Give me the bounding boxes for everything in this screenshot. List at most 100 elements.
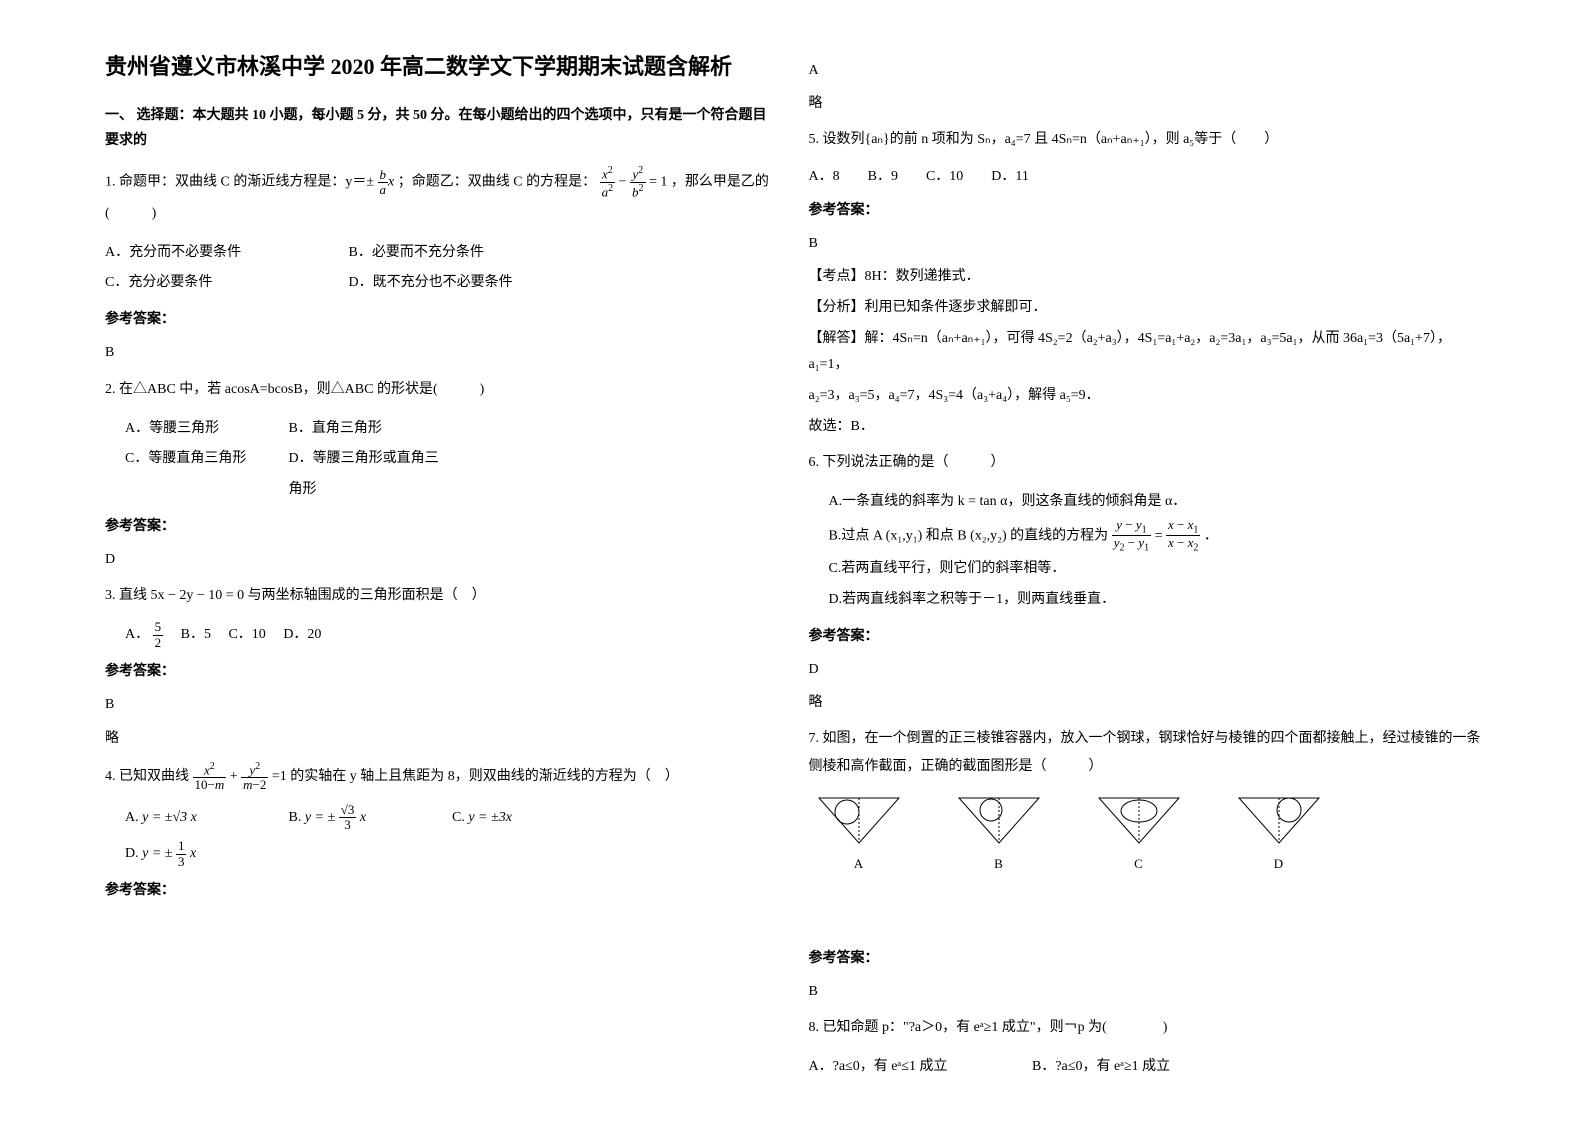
q4-optA: A. y = ±√3 x: [125, 803, 285, 834]
q5-solution2: a₂=3，a₃=5，a₄=7，4S₃=4（a₃+a₄），解得 a₅=9．: [809, 383, 1483, 408]
q6-optD: D.若两直线斜率之积等于－1，则两直线垂直．: [829, 585, 1483, 616]
q7-answer-label: 参考答案：: [809, 946, 1483, 971]
question-5: 5. 设数列{aₙ}的前 n 项和为 Sₙ，a₄=7 且 4Sₙ=n（aₙ+aₙ…: [809, 126, 1483, 154]
frac-y2-b2: y2b2: [630, 165, 646, 199]
question-2: 2. 在△ABC 中，若 acosA=bcosB，则△ABC 的形状是( ): [105, 376, 779, 404]
q4-optD-prefix: D.: [125, 846, 139, 861]
q6-answer: D: [809, 657, 1483, 682]
question-6: 6. 下列说法正确的是（ ）: [809, 449, 1483, 477]
section-1-header: 一、 选择题：本大题共 10 小题，每小题 5 分，共 50 分。在每小题给出的…: [105, 103, 779, 153]
q5-answer-label: 参考答案：: [809, 198, 1483, 223]
cone-c-svg: [1089, 793, 1189, 848]
q4-suffix: 的实轴在 y 轴上且焦距为 8，则双曲线的渐近线的方程为（ ）: [290, 769, 679, 784]
q4-optD-x: x: [186, 846, 196, 861]
q3-optB: B．5: [181, 627, 211, 642]
q3-options: A． 52 B．5 C．10 D．20: [125, 620, 779, 651]
q4-optD: D. y = ± 13 x: [125, 839, 285, 870]
q3-answer: B: [105, 692, 779, 717]
q5-solution1: 【解答】解：4Sₙ=n（aₙ+aₙ₊₁），可得 4S₂=2（a₂+a₃），4S₁…: [809, 326, 1483, 376]
q6-optB: B.过点 A (x₁,y₁) 和点 B (x₂,y₂) 的直线的方程为 y − …: [829, 518, 1483, 554]
q4-optB-prefix: B.: [289, 810, 302, 825]
q3-optD: D．20: [283, 627, 321, 642]
q4-optA-prefix: A.: [125, 810, 139, 825]
q7-answer: B: [809, 979, 1483, 1004]
frac-line-x: x − x1x − x2: [1166, 518, 1200, 554]
q3-brief: 略: [105, 726, 779, 751]
q4-options-row1: A. y = ±√3 x B. y = ± √33 x C. y = ±3x: [125, 803, 779, 834]
plus: +: [230, 769, 241, 784]
document-title: 贵州省遵义市林溪中学 2020 年高二数学文下学期期末试题含解析: [105, 50, 779, 83]
q4-brief: 略: [809, 91, 1483, 116]
right-column: A 略 5. 设数列{aₙ}的前 n 项和为 Sₙ，a₄=7 且 4Sₙ=n（a…: [794, 50, 1498, 1072]
var-x: x: [388, 175, 394, 190]
period: ．: [1204, 528, 1218, 543]
q1-middle: ；命题乙：双曲线 C 的方程是：: [398, 175, 596, 190]
frac-sqrt3-3: √33: [339, 803, 357, 833]
q1-options: A．充分而不必要条件 B．必要而不充分条件 C．充分必要条件 D．既不充分也不必…: [105, 238, 779, 300]
q1-answer: B: [105, 340, 779, 365]
cone-a: A: [809, 793, 909, 875]
frac-5-2: 52: [153, 620, 164, 650]
q2-options: A．等腰三角形 B．直角三角形 C．等腰直角三角形 D．等腰三角形或直角三角形: [125, 414, 779, 506]
eq: =: [1155, 528, 1166, 543]
q8-optA: A．?a≤0，有 eᵃ≤1 成立: [809, 1052, 1029, 1083]
q1-optD: D．既不充分也不必要条件: [349, 268, 589, 299]
q2-optA: A．等腰三角形: [125, 414, 285, 445]
q5-analysis: 【分析】利用已知条件逐步求解即可．: [809, 295, 1483, 320]
q8-optB: B．?a≤0，有 eᵃ≥1 成立: [1032, 1052, 1252, 1083]
cone-c: C: [1089, 793, 1189, 875]
q2-optD: D．等腰三角形或直角三角形: [289, 444, 449, 506]
q4-answer: A: [809, 58, 1483, 83]
q1-optB: B．必要而不充分条件: [349, 238, 589, 269]
minus: −: [619, 175, 630, 190]
q6-answer-label: 参考答案：: [809, 624, 1483, 649]
cone-b-label: B: [949, 852, 1049, 875]
q4-answer-label: 参考答案：: [105, 878, 779, 903]
question-8: 8. 已知命题 p："?a＞0，有 eᵃ≥1 成立"，则￢p 为( ): [809, 1014, 1483, 1042]
q8-options: A．?a≤0，有 eᵃ≤1 成立 B．?a≤0，有 eᵃ≥1 成立: [809, 1052, 1483, 1083]
frac-b-a: ba: [378, 168, 389, 198]
q2-answer-label: 参考答案：: [105, 514, 779, 539]
q6-brief: 略: [809, 690, 1483, 715]
q4-optD-eq: y = ±: [142, 846, 176, 861]
left-column: 贵州省遵义市林溪中学 2020 年高二数学文下学期期末试题含解析 一、 选择题：…: [90, 50, 794, 1072]
q5-options: A．8 B．9 C．10 D．11: [809, 164, 1483, 189]
q4-optA-eq: y = ±√3 x: [142, 810, 197, 825]
q2-optB: B．直角三角形: [289, 414, 449, 445]
q3-answer-label: 参考答案：: [105, 659, 779, 684]
q6-options: A.一条直线的斜率为 k = tan α，则这条直线的倾斜角是 α． B.过点 …: [829, 487, 1483, 616]
q2-answer: D: [105, 547, 779, 572]
q7-diagrams: A B C D: [809, 793, 1483, 875]
q1-optC: C．充分必要条件: [105, 268, 345, 299]
question-4: 4. 已知双曲线 x210−m + y2m−2 =1 的实轴在 y 轴上且焦距为…: [105, 761, 779, 793]
q5-answer: B: [809, 231, 1483, 256]
q5-solution3: 故选：B．: [809, 414, 1483, 439]
q1-answer-label: 参考答案：: [105, 307, 779, 332]
q4-optC-eq: y = ±3x: [468, 810, 512, 825]
q6-optB-prefix: B.过点 A (x₁,y₁) 和点 B (x₂,y₂) 的直线的方程为: [829, 528, 1109, 543]
q5-point: 【考点】8H：数列递推式．: [809, 264, 1483, 289]
q6-optC: C.若两直线平行，则它们的斜率相等．: [829, 554, 1483, 585]
cone-d-label: D: [1229, 852, 1329, 875]
q6-optA: A.一条直线的斜率为 k = tan α，则这条直线的倾斜角是 α．: [829, 487, 1483, 518]
q4-options-row2: D. y = ± 13 x: [125, 839, 779, 870]
frac-hyp-1: x210−m: [193, 761, 227, 793]
q4-optC-prefix: C.: [452, 810, 465, 825]
cone-b-svg: [949, 793, 1049, 848]
q3-optA-prefix: A．: [125, 627, 149, 642]
eq1: =1: [272, 769, 290, 784]
cone-a-label: A: [809, 852, 909, 875]
cone-a-svg: [809, 793, 909, 848]
q4-optC: C. y = ±3x: [452, 803, 612, 834]
q1-optA: A．充分而不必要条件: [105, 238, 345, 269]
q2-optC: C．等腰直角三角形: [125, 444, 285, 475]
question-3: 3. 直线 5x − 2y − 10 = 0 与两坐标轴围成的三角形面积是（ ）: [105, 582, 779, 610]
q4-prefix: 4. 已知双曲线: [105, 769, 189, 784]
cone-b: B: [949, 793, 1049, 875]
frac-line-y: y − y1y2 − y1: [1112, 518, 1151, 554]
q3-optC: C．10: [228, 627, 265, 642]
frac-x2-a2: x2a2: [600, 165, 616, 199]
question-7: 7. 如图，在一个倒置的正三棱锥容器内，放入一个钢球，钢球恰好与棱锥的四个面都接…: [809, 725, 1483, 781]
eq-one: = 1: [649, 175, 667, 190]
q4-optB-eq: y = ±: [305, 810, 339, 825]
